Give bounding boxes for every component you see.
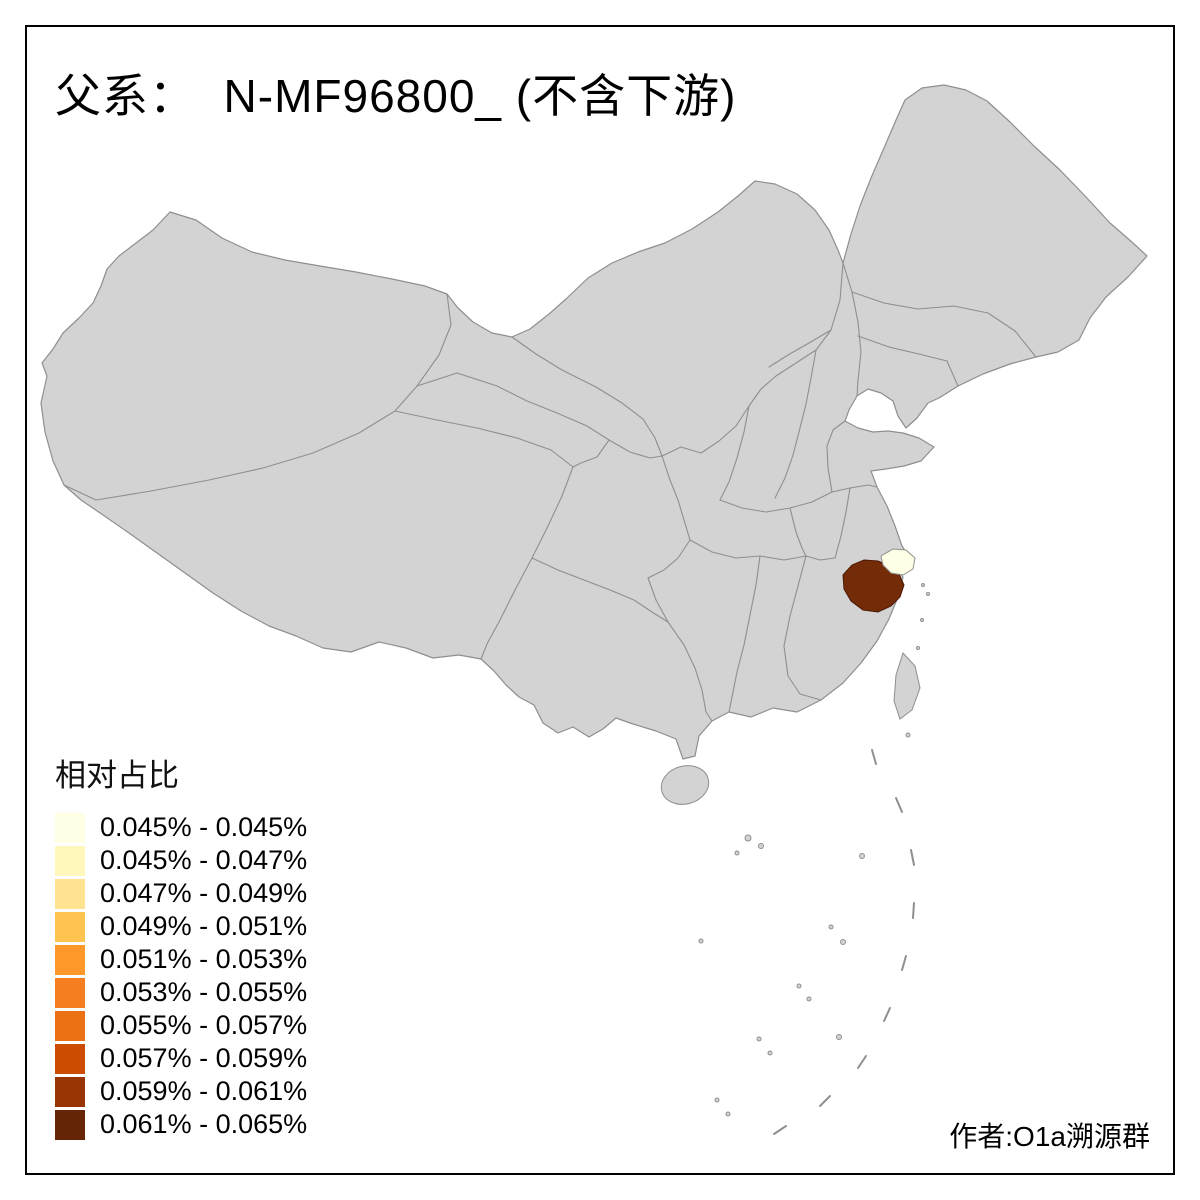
legend-label: 0.049% - 0.051% [100,911,308,941]
legend-color-swatch [55,1076,85,1107]
author-credit: 作者:O1a溯源群 [949,1121,1150,1152]
legend-title: 相对占比 [55,758,179,793]
legend-label: 0.053% - 0.055% [100,977,308,1007]
legend-row: 0.045% - 0.047% [55,844,307,877]
legend-label: 0.061% - 0.065% [100,1109,308,1139]
legend-row: 0.045% - 0.045% [55,811,307,844]
legend-color-swatch [55,1109,85,1140]
legend-row: 0.061% - 0.065% [55,1108,307,1141]
legend: 相对占比 0.045% - 0.045% 0.045% - 0.047% 0.0… [55,750,307,1141]
legend-row: 0.053% - 0.055% [55,976,307,1009]
legend-color-swatch [55,911,85,942]
legend-color-swatch [55,1010,85,1041]
nine-dash-line [773,749,915,1135]
legend-label: 0.055% - 0.057% [100,1010,308,1040]
legend-label: 0.045% - 0.047% [100,845,308,875]
legend-row: 0.051% - 0.053% [55,943,307,976]
legend-row: 0.059% - 0.061% [55,1075,307,1108]
legend-color-swatch [55,977,85,1008]
legend-row: 0.047% - 0.049% [55,877,307,910]
legend-color-swatch [55,878,85,909]
figure-title: 父系： N-MF96800_ (不含下游) [55,70,737,122]
legend-color-swatch [55,944,85,975]
legend-label: 0.057% - 0.059% [100,1043,308,1073]
hainan-island [660,765,710,805]
legend-label: 0.047% - 0.049% [100,878,308,908]
south-china-sea-islands [698,583,930,1117]
taiwan-island [893,652,921,720]
legend-label: 0.051% - 0.053% [100,944,308,974]
legend-color-swatch [55,812,85,843]
legend-row: 0.055% - 0.057% [55,1009,307,1042]
highlight-region-dark [842,559,905,613]
legend-row: 0.049% - 0.051% [55,910,307,943]
highlight-region-light [880,548,916,576]
legend-row: 0.057% - 0.059% [55,1042,307,1075]
figure-border [25,25,1175,1175]
legend-label: 0.045% - 0.045% [100,812,308,842]
legend-label: 0.059% - 0.061% [100,1076,308,1106]
legend-items: 0.045% - 0.045% 0.045% - 0.047% 0.047% -… [55,811,307,1141]
legend-color-swatch [55,845,85,876]
province-borders [63,262,1037,722]
legend-color-swatch [55,1043,85,1074]
